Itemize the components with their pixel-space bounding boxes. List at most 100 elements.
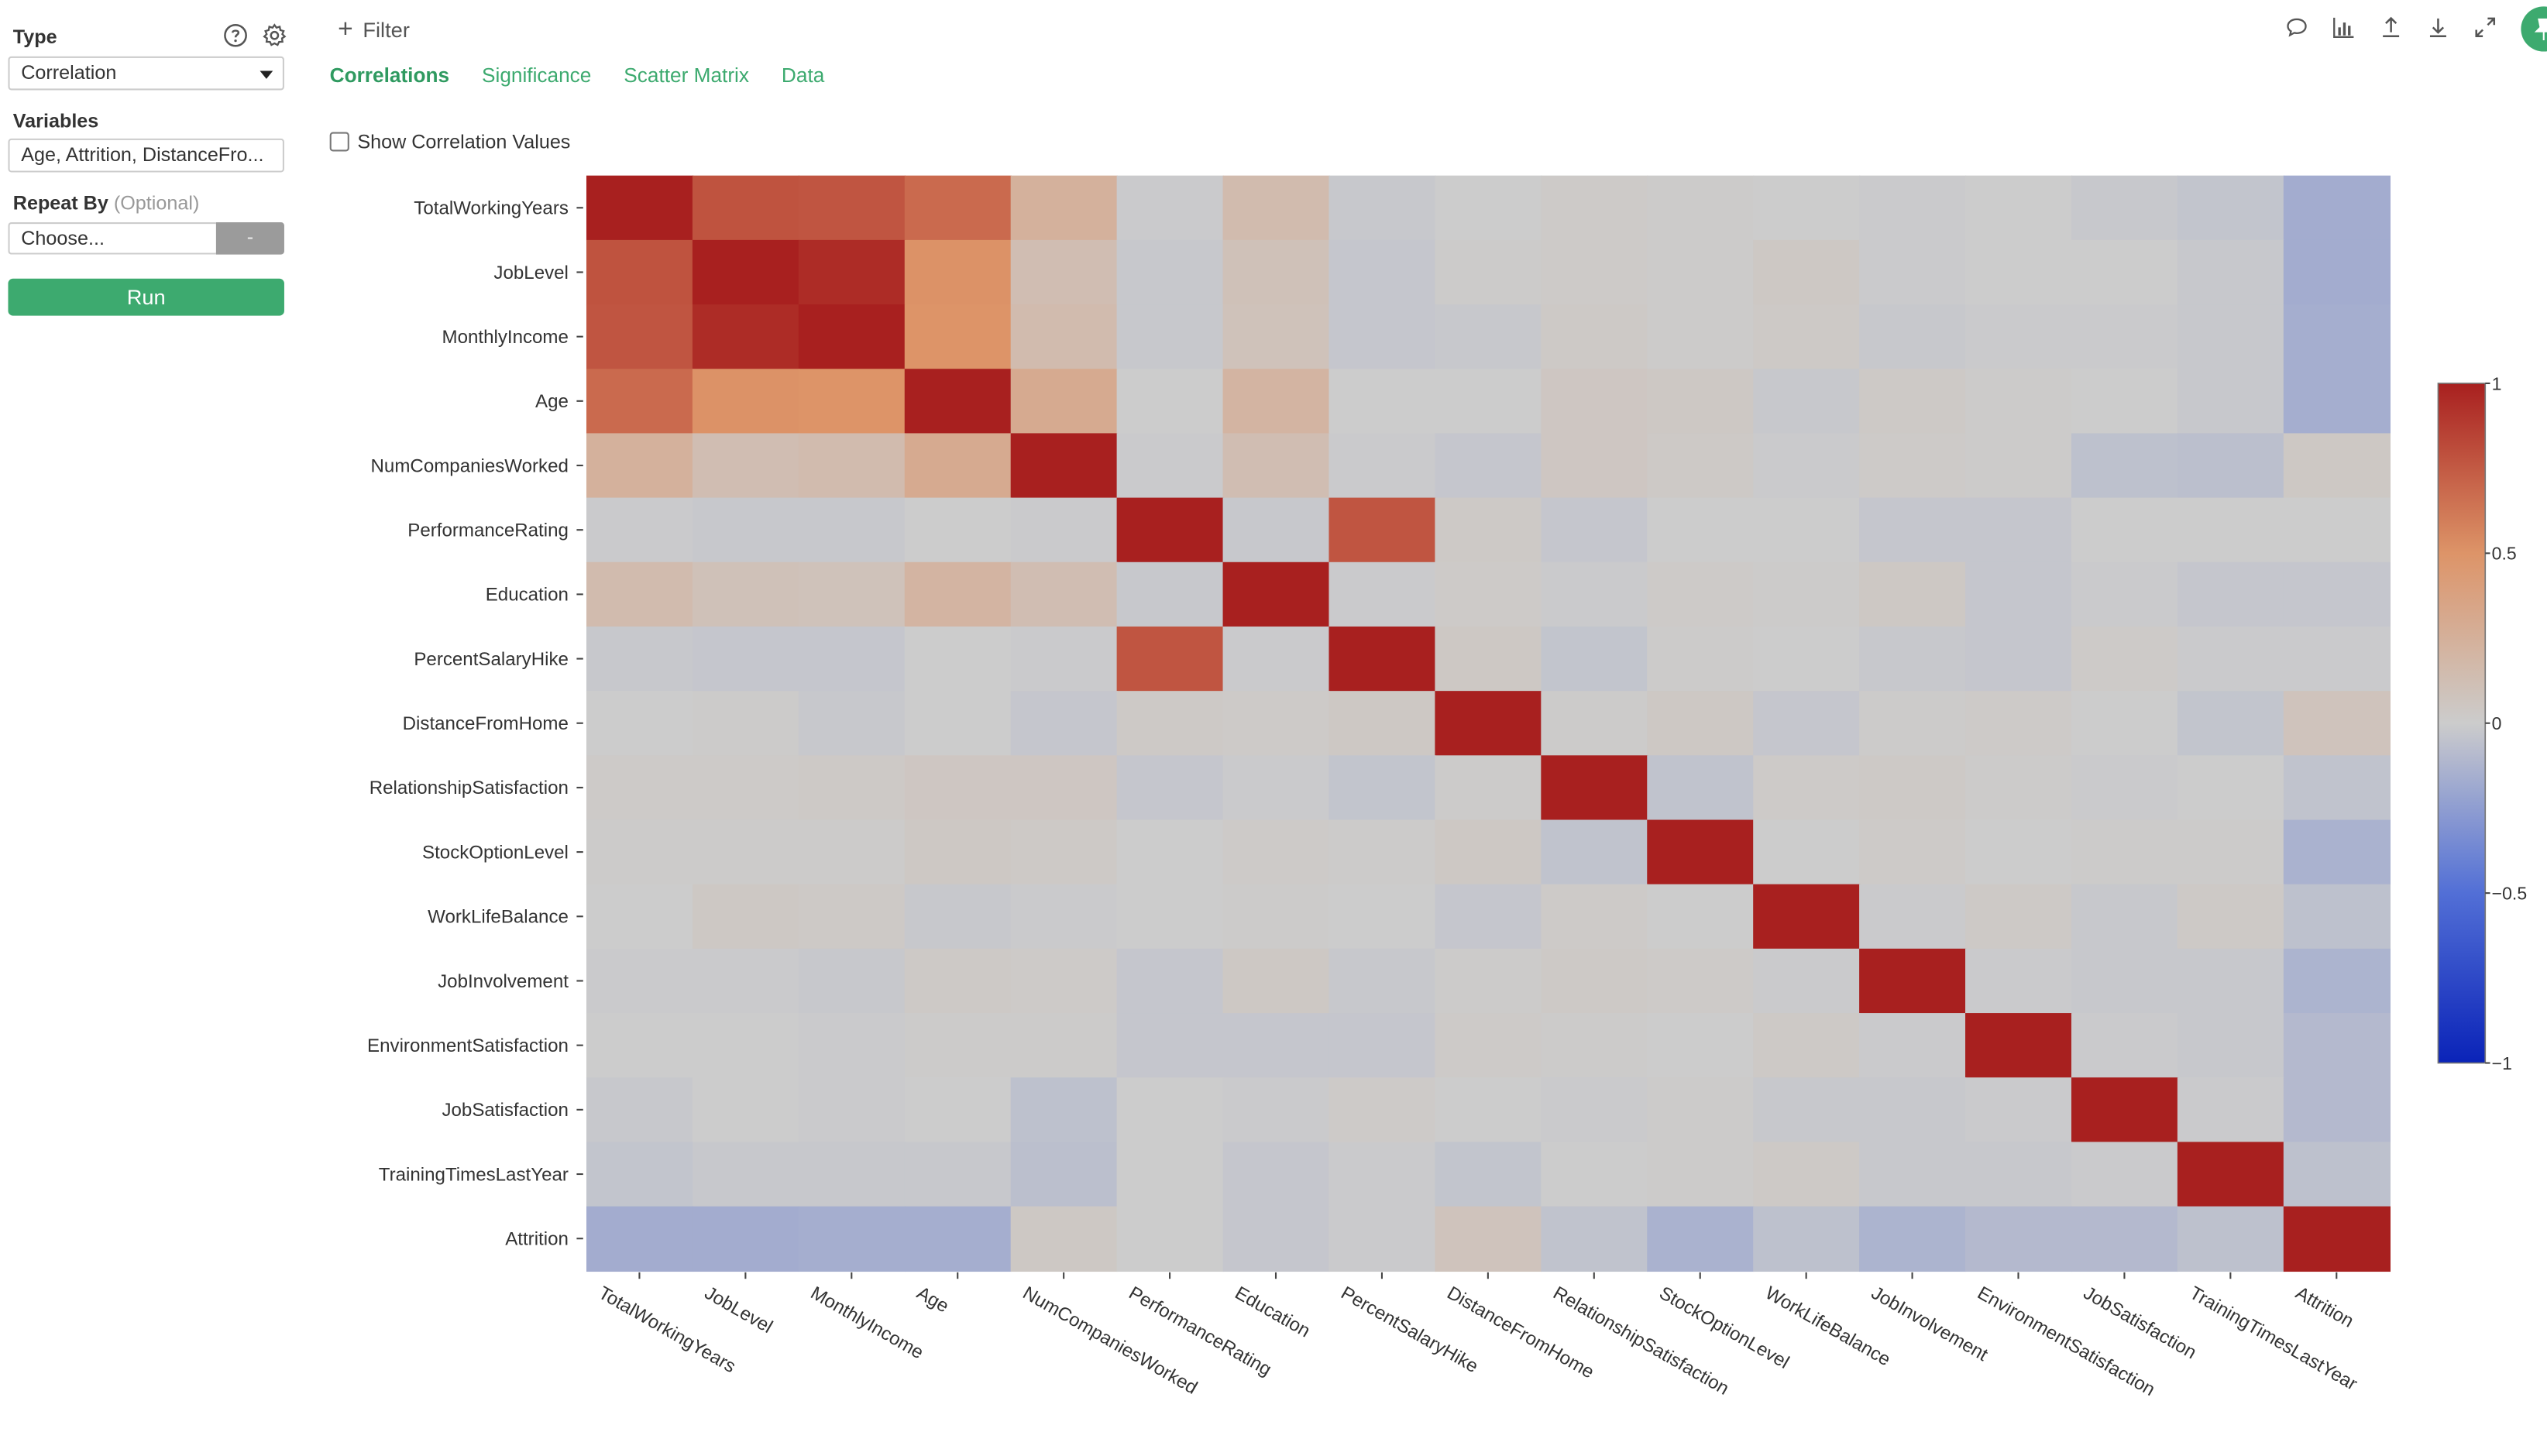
heatmap-cell	[2177, 369, 2285, 434]
heatmap-cell	[1222, 691, 1330, 757]
heatmap-cell	[1116, 561, 1224, 628]
heatmap-cell	[1647, 948, 1755, 1015]
heatmap-cell	[2283, 433, 2391, 499]
tab-significance[interactable]: Significance	[482, 64, 592, 88]
heatmap-cell	[1541, 626, 1648, 692]
gear-icon[interactable]	[262, 22, 288, 48]
expand-icon[interactable]	[2472, 15, 2498, 40]
heatmap-cell	[1222, 175, 1330, 242]
repeat-by-optional: (Optional)	[113, 191, 200, 215]
comment-icon[interactable]	[2284, 15, 2310, 40]
heatmap-cell	[1541, 948, 1648, 1015]
x-tick-label: JobLevel	[701, 1283, 776, 1338]
heatmap-cell	[586, 369, 694, 434]
heatmap-cell	[1753, 433, 1861, 499]
heatmap-cell	[1435, 433, 1542, 499]
heatmap-cell	[2071, 239, 2179, 306]
heatmap-cell	[1859, 755, 1967, 821]
show-correlation-values-toggle[interactable]: Show Correlation Values	[329, 130, 570, 153]
heatmap-cell	[1010, 1206, 1118, 1272]
heatmap-cell	[1859, 691, 1967, 757]
colorbar-tick-label: −0.5	[2492, 884, 2528, 904]
heatmap-cell	[1010, 1077, 1118, 1143]
heatmap-cell	[586, 561, 694, 628]
heatmap-cell	[1541, 175, 1648, 242]
heatmap-cell	[1647, 1077, 1755, 1143]
heatmap-cell	[1328, 884, 1436, 950]
heatmap-cell	[1541, 819, 1648, 885]
heatmap-cell	[2283, 1206, 2391, 1272]
tab-correlations[interactable]: Correlations	[329, 64, 450, 88]
heatmap-cell	[1116, 433, 1224, 499]
show-values-checkbox[interactable]	[329, 132, 349, 152]
heatmap-cell	[2177, 755, 2285, 821]
type-select-value: Correlation	[21, 61, 117, 84]
heatmap-cell	[798, 239, 906, 306]
heatmap-cell	[1753, 497, 1861, 564]
heatmap-cell	[798, 1077, 906, 1143]
heatmap-cell	[2283, 239, 2391, 306]
heatmap-cell	[904, 175, 1012, 242]
download-icon[interactable]	[2425, 15, 2452, 40]
repeat-by-select[interactable]: Choose...	[8, 221, 216, 255]
heatmap-cell	[1222, 1206, 1330, 1272]
type-label: Type	[12, 26, 57, 49]
heatmap-cell	[798, 1142, 906, 1207]
heatmap-cell	[1859, 626, 1967, 692]
heatmap-cell	[2177, 819, 2285, 885]
heatmap-cell	[2071, 1206, 2179, 1272]
variables-input[interactable]: Age, Attrition, DistanceFro...	[8, 138, 284, 173]
heatmap-cell	[1859, 433, 1967, 499]
heatmap-cell	[798, 304, 906, 370]
heatmap-cell	[2071, 1013, 2179, 1079]
heatmap-cell	[1435, 304, 1542, 370]
heatmap-cell	[1116, 497, 1224, 564]
y-tick-label: JobInvolvement	[438, 971, 569, 992]
heatmap-cell	[2071, 497, 2179, 564]
repeat-by-clear-button[interactable]: -	[215, 221, 284, 255]
heatmap-cell	[1222, 1142, 1330, 1207]
heatmap-cell	[586, 239, 694, 306]
heatmap-cell	[1010, 1013, 1118, 1079]
type-select[interactable]: Correlation	[8, 56, 284, 91]
heatmap-cell	[1116, 626, 1224, 692]
heatmap-cell	[1753, 1142, 1861, 1207]
filter-button[interactable]: + Filter	[338, 16, 410, 45]
y-tick-label: Attrition	[505, 1229, 569, 1250]
heatmap-cell	[1435, 755, 1542, 821]
help-icon[interactable]	[222, 22, 249, 48]
heatmap-cell	[1116, 755, 1224, 821]
heatmap-cell	[692, 433, 800, 499]
heatmap-cell	[1965, 304, 2073, 370]
heatmap-cell	[1965, 691, 2073, 757]
heatmap-cell	[1647, 819, 1755, 885]
heatmap-cell	[1328, 175, 1436, 242]
heatmap-cell	[586, 755, 694, 821]
heatmap-cell	[2283, 497, 2391, 564]
heatmap-cell	[1010, 948, 1118, 1015]
run-button[interactable]: Run	[8, 278, 284, 316]
heatmap-cell	[798, 369, 906, 434]
y-tick-label: TotalWorkingYears	[414, 198, 569, 219]
x-tick-label: Attrition	[2292, 1283, 2357, 1332]
heatmap-cell	[1222, 433, 1330, 499]
heatmap-cell	[2283, 1013, 2391, 1079]
heatmap-cell	[1647, 1142, 1755, 1207]
tab-data[interactable]: Data	[781, 64, 825, 88]
colorbar-tick-label: 0.5	[2492, 544, 2517, 564]
heatmap-cell	[1965, 1142, 2073, 1207]
chart-icon[interactable]	[2331, 15, 2357, 40]
heatmap-cell	[1435, 626, 1542, 692]
heatmap-cell	[1222, 948, 1330, 1015]
upload-icon[interactable]	[2378, 15, 2404, 40]
heatmap-cell	[1435, 948, 1542, 1015]
tab-scatter-matrix[interactable]: Scatter Matrix	[624, 64, 749, 88]
heatmap-cell	[1753, 1013, 1861, 1079]
heatmap-cell	[1116, 819, 1224, 885]
heatmap-cell	[1116, 239, 1224, 306]
heatmap-cell	[1965, 1206, 2073, 1272]
pin-button[interactable]	[2521, 6, 2547, 52]
heatmap-cell	[798, 1206, 906, 1272]
heatmap-cell	[1859, 948, 1967, 1015]
